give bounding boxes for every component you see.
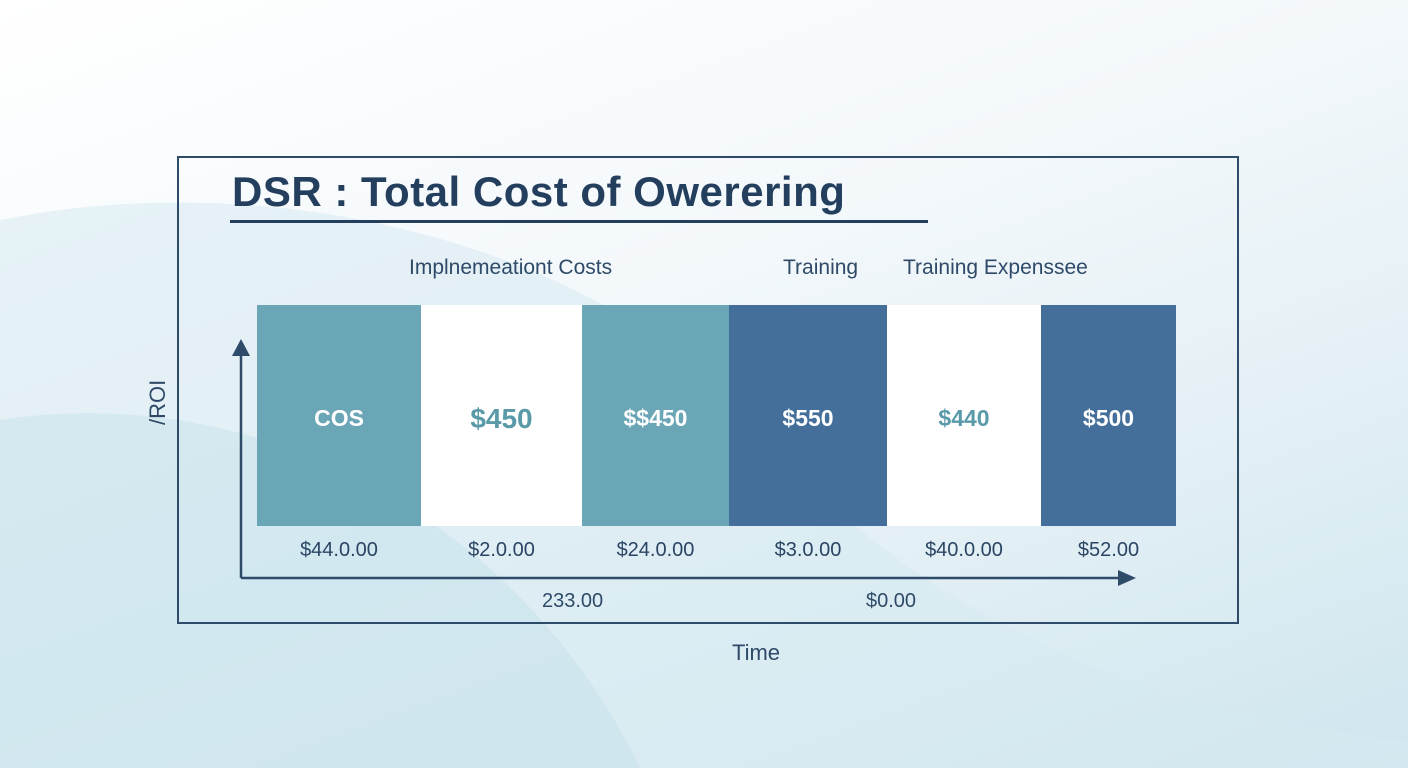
- cell-value-label-3: $24.0.00: [617, 539, 695, 561]
- cell-block-6: [1041, 305, 1176, 526]
- axis-note-right: $0.00: [866, 590, 917, 612]
- column-label-implementation: Implnemeationt Costs: [409, 256, 613, 279]
- cell-block-4: [729, 305, 887, 526]
- cell-label-6: $500: [1083, 405, 1134, 431]
- x-axis-label: Time: [731, 640, 781, 665]
- y-axis-arrow-icon: [232, 339, 250, 356]
- cell-value-label-1: $44.0.00: [300, 539, 378, 561]
- cell-value-label-4: $3.0.00: [775, 539, 842, 561]
- cell-value-label-6: $52.00: [1078, 539, 1139, 561]
- cell-block-5: [887, 305, 1041, 526]
- title-underline: [230, 220, 928, 223]
- cell-value-label-5: $40.0.00: [925, 539, 1003, 561]
- column-label-training: Training: [783, 256, 859, 279]
- axis-note-left: 233.00: [542, 590, 604, 612]
- chart-title: DSR : Total Cost of Owerering: [232, 168, 846, 215]
- cell-label-1: COS: [314, 405, 364, 431]
- cell-value-label-2: $2.0.00: [468, 539, 535, 561]
- cell-label-5: $440: [938, 405, 989, 431]
- cell-block-3: [582, 305, 729, 526]
- cell-block-2: [421, 305, 582, 526]
- cell-label-3: $$450: [624, 405, 688, 431]
- column-label-training-expenses: Training Expenssee: [903, 256, 1088, 279]
- cell-label-2: $450: [470, 403, 532, 434]
- chart-frame: [177, 156, 1239, 624]
- x-axis-arrow-icon: [1118, 570, 1136, 586]
- cell-label-4: $550: [782, 405, 833, 431]
- cell-block-1: [257, 305, 421, 526]
